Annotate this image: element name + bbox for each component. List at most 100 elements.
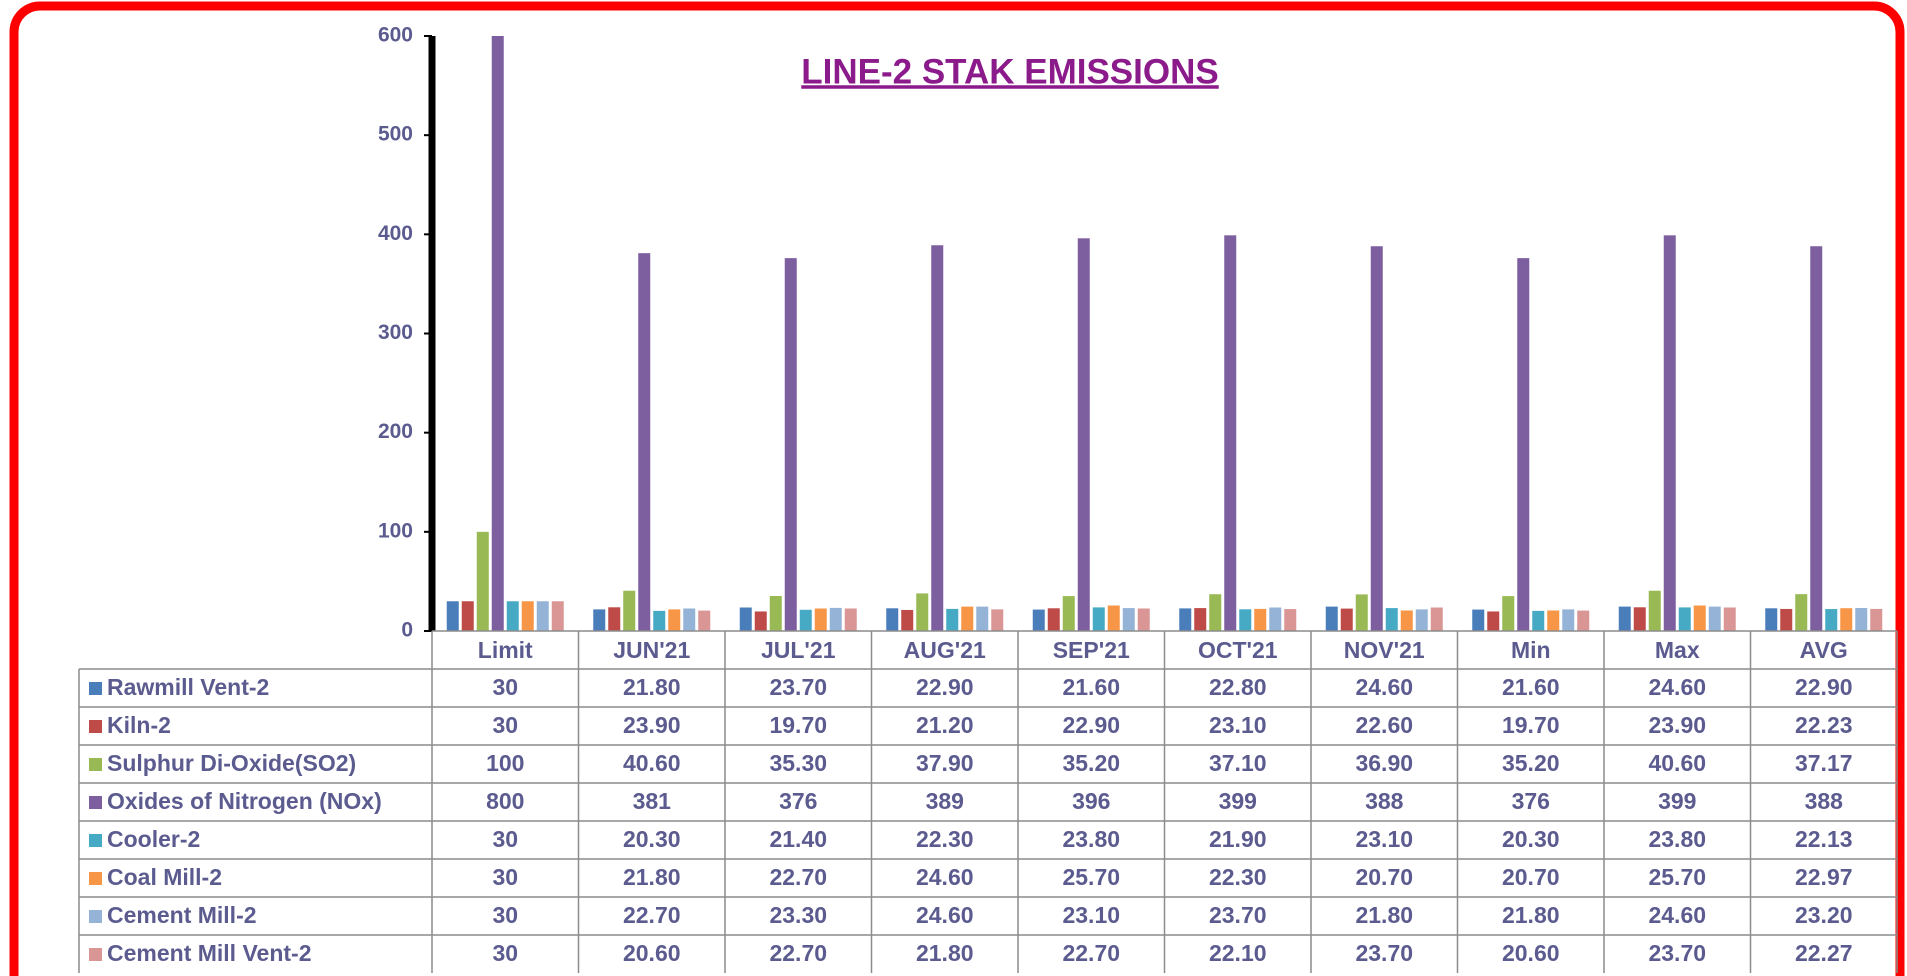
table-cell: 21.60 bbox=[1502, 674, 1560, 700]
bar bbox=[1708, 606, 1721, 631]
table-cell: 30 bbox=[492, 826, 518, 852]
x-tick-label: AUG'21 bbox=[904, 637, 986, 663]
y-tick-label: 500 bbox=[378, 123, 413, 146]
table-cell: 376 bbox=[779, 788, 817, 814]
bar bbox=[844, 608, 857, 631]
bar bbox=[769, 595, 782, 631]
bar bbox=[1077, 238, 1090, 631]
bar bbox=[1047, 608, 1060, 631]
legend-label: Cement Mill-2 bbox=[107, 902, 257, 928]
bar bbox=[446, 601, 459, 631]
x-tick-label: Min bbox=[1511, 637, 1551, 663]
chart-title: LINE-2 STAK EMISSIONS bbox=[801, 52, 1218, 91]
table-cell: 23.90 bbox=[623, 712, 681, 738]
table-cell: 23.70 bbox=[1355, 940, 1413, 966]
bar bbox=[1107, 605, 1120, 631]
bar bbox=[521, 601, 534, 631]
bar bbox=[1472, 609, 1485, 631]
table-cell: 20.30 bbox=[623, 826, 681, 852]
table-cell: 24.60 bbox=[1355, 674, 1413, 700]
table-cell: 21.40 bbox=[769, 826, 827, 852]
bar bbox=[1780, 608, 1793, 631]
bar bbox=[1825, 609, 1838, 631]
bar bbox=[1062, 596, 1075, 631]
bar bbox=[976, 606, 989, 631]
bar bbox=[668, 609, 681, 631]
table-cell: 22.23 bbox=[1795, 712, 1853, 738]
table-cell: 22.70 bbox=[769, 940, 827, 966]
table-cell: 22.30 bbox=[916, 826, 974, 852]
table-cell: 23.80 bbox=[1648, 826, 1706, 852]
bar bbox=[814, 608, 827, 631]
legend-key bbox=[89, 720, 102, 733]
bar bbox=[1870, 608, 1883, 631]
table-cell: 24.60 bbox=[1648, 902, 1706, 928]
x-tick-label: NOV'21 bbox=[1344, 637, 1425, 663]
bar bbox=[1137, 608, 1150, 631]
y-tick-label: 0 bbox=[401, 619, 413, 642]
table-cell: 23.10 bbox=[1355, 826, 1413, 852]
table-cell: 800 bbox=[486, 788, 524, 814]
table-cell: 23.10 bbox=[1062, 902, 1120, 928]
legend-label: Oxides of Nitrogen (NOx) bbox=[107, 788, 382, 814]
y-tick-label: 100 bbox=[378, 519, 413, 542]
bar bbox=[916, 593, 929, 631]
bar bbox=[901, 609, 914, 631]
bar bbox=[506, 601, 519, 631]
bar bbox=[1562, 609, 1575, 631]
bar bbox=[1618, 606, 1631, 631]
table-cell: 24.60 bbox=[1648, 674, 1706, 700]
bar bbox=[1092, 607, 1105, 631]
bar bbox=[1855, 607, 1868, 631]
bar bbox=[1194, 608, 1207, 631]
legend-label: Coal Mill-2 bbox=[107, 864, 222, 890]
bar bbox=[1547, 610, 1560, 631]
table-cell: 30 bbox=[492, 674, 518, 700]
bar bbox=[886, 608, 899, 631]
bar bbox=[1209, 594, 1222, 631]
bar bbox=[784, 258, 797, 631]
legend-label: Cement Mill Vent-2 bbox=[107, 940, 311, 966]
table-cell: 22.90 bbox=[1062, 712, 1120, 738]
bar bbox=[476, 531, 489, 631]
bar bbox=[1355, 594, 1368, 631]
table-cell: 37.90 bbox=[916, 750, 974, 776]
bar bbox=[1577, 610, 1590, 631]
table-cell: 22.60 bbox=[1355, 712, 1413, 738]
bar bbox=[1254, 608, 1267, 631]
table-cell: 20.60 bbox=[1502, 940, 1560, 966]
bar bbox=[1532, 610, 1545, 631]
table-cell: 35.20 bbox=[1062, 750, 1120, 776]
table-cell: 30 bbox=[492, 712, 518, 738]
bar bbox=[491, 36, 504, 631]
table-cell: 21.80 bbox=[1502, 902, 1560, 928]
bar bbox=[1648, 590, 1661, 631]
bar bbox=[1032, 609, 1045, 631]
bar bbox=[593, 609, 606, 631]
table-cell: 376 bbox=[1512, 788, 1550, 814]
bar bbox=[1678, 607, 1691, 631]
table-cell: 23.80 bbox=[1062, 826, 1120, 852]
table-cell: 21.80 bbox=[623, 864, 681, 890]
table-cell: 21.80 bbox=[623, 674, 681, 700]
bar bbox=[946, 608, 959, 631]
table-cell: 40.60 bbox=[1648, 750, 1706, 776]
bar bbox=[638, 253, 651, 631]
table-cell: 23.70 bbox=[1648, 940, 1706, 966]
table-cell: 21.80 bbox=[1355, 902, 1413, 928]
bar bbox=[1370, 246, 1383, 631]
bar bbox=[536, 601, 549, 631]
table-cell: 100 bbox=[486, 750, 524, 776]
table-cell: 37.10 bbox=[1209, 750, 1267, 776]
bar bbox=[1502, 596, 1515, 631]
bar bbox=[754, 611, 767, 631]
table-cell: 22.97 bbox=[1795, 864, 1853, 890]
legend-key bbox=[89, 834, 102, 847]
legend-label: Cooler-2 bbox=[107, 826, 200, 852]
x-tick-label: Limit bbox=[478, 637, 533, 663]
legend-key bbox=[89, 910, 102, 923]
table-cell: 23.90 bbox=[1648, 712, 1706, 738]
bar bbox=[1795, 594, 1808, 631]
bar bbox=[1723, 607, 1736, 631]
